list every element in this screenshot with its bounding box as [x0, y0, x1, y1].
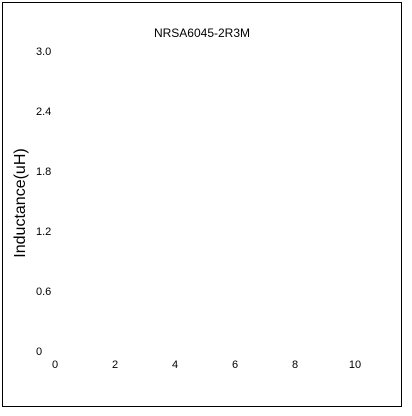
y-tick-label: 3.0 [36, 46, 51, 58]
chart-plot: NRSA6045-2R3M Inductance(uH) 3.0 2.4 1.8 1.… [12, 26, 361, 371]
chart-frame: NRSA6045-2R3M Inductance(uH) 3.0 2.4 1.8 1.… [2, 2, 402, 407]
y-tick-label: 1.8 [36, 166, 51, 178]
chart-title: NRSA6045-2R3M [154, 26, 250, 40]
x-tick-label: 4 [172, 359, 178, 371]
y-axis-title: Inductance(uH) [12, 148, 29, 257]
x-tick-label: 6 [232, 359, 238, 371]
y-tick-label: 0.6 [36, 286, 51, 298]
x-tick-labels: 0 2 4 6 8 10 [52, 359, 361, 371]
x-tick-label: 0 [52, 359, 58, 371]
y-tick-label: 0 [36, 346, 42, 358]
y-tick-label: 2.4 [36, 106, 51, 118]
y-tick-labels: 3.0 2.4 1.8 1.2 0.6 0 [36, 46, 51, 358]
y-tick-label: 1.2 [36, 226, 51, 238]
x-tick-label: 10 [349, 359, 361, 371]
x-tick-label: 8 [292, 359, 298, 371]
x-tick-label: 2 [112, 359, 118, 371]
